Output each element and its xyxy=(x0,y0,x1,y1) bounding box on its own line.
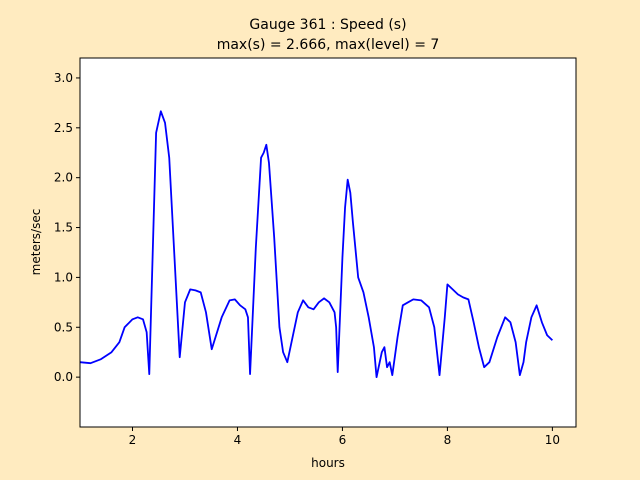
chart-subtitle: max(s) = 2.666, max(level) = 7 xyxy=(217,37,440,53)
y-tick-label: 2.0 xyxy=(54,171,73,185)
y-tick-label: 1.0 xyxy=(54,270,73,284)
y-axis-label: meters/sec xyxy=(29,209,43,276)
x-tick-label: 2 xyxy=(129,433,137,447)
plot-frame xyxy=(79,57,577,428)
y-tick-label: 0.5 xyxy=(54,320,73,334)
chart-title: Gauge 361 : Speed (s) xyxy=(249,17,406,33)
y-tick-label: 3.0 xyxy=(54,71,73,85)
x-tick-label: 8 xyxy=(444,433,452,447)
plot-area xyxy=(80,58,576,427)
y-tick-label: 0.0 xyxy=(54,370,73,384)
x-tick-label: 6 xyxy=(339,433,347,447)
x-axis-label: hours xyxy=(311,456,345,470)
y-tick-label: 1.5 xyxy=(54,221,73,235)
x-tick-label: 4 xyxy=(234,433,242,447)
data-line xyxy=(79,110,554,379)
y-tick-label: 2.5 xyxy=(54,121,73,135)
x-tick-label: 10 xyxy=(545,433,560,447)
